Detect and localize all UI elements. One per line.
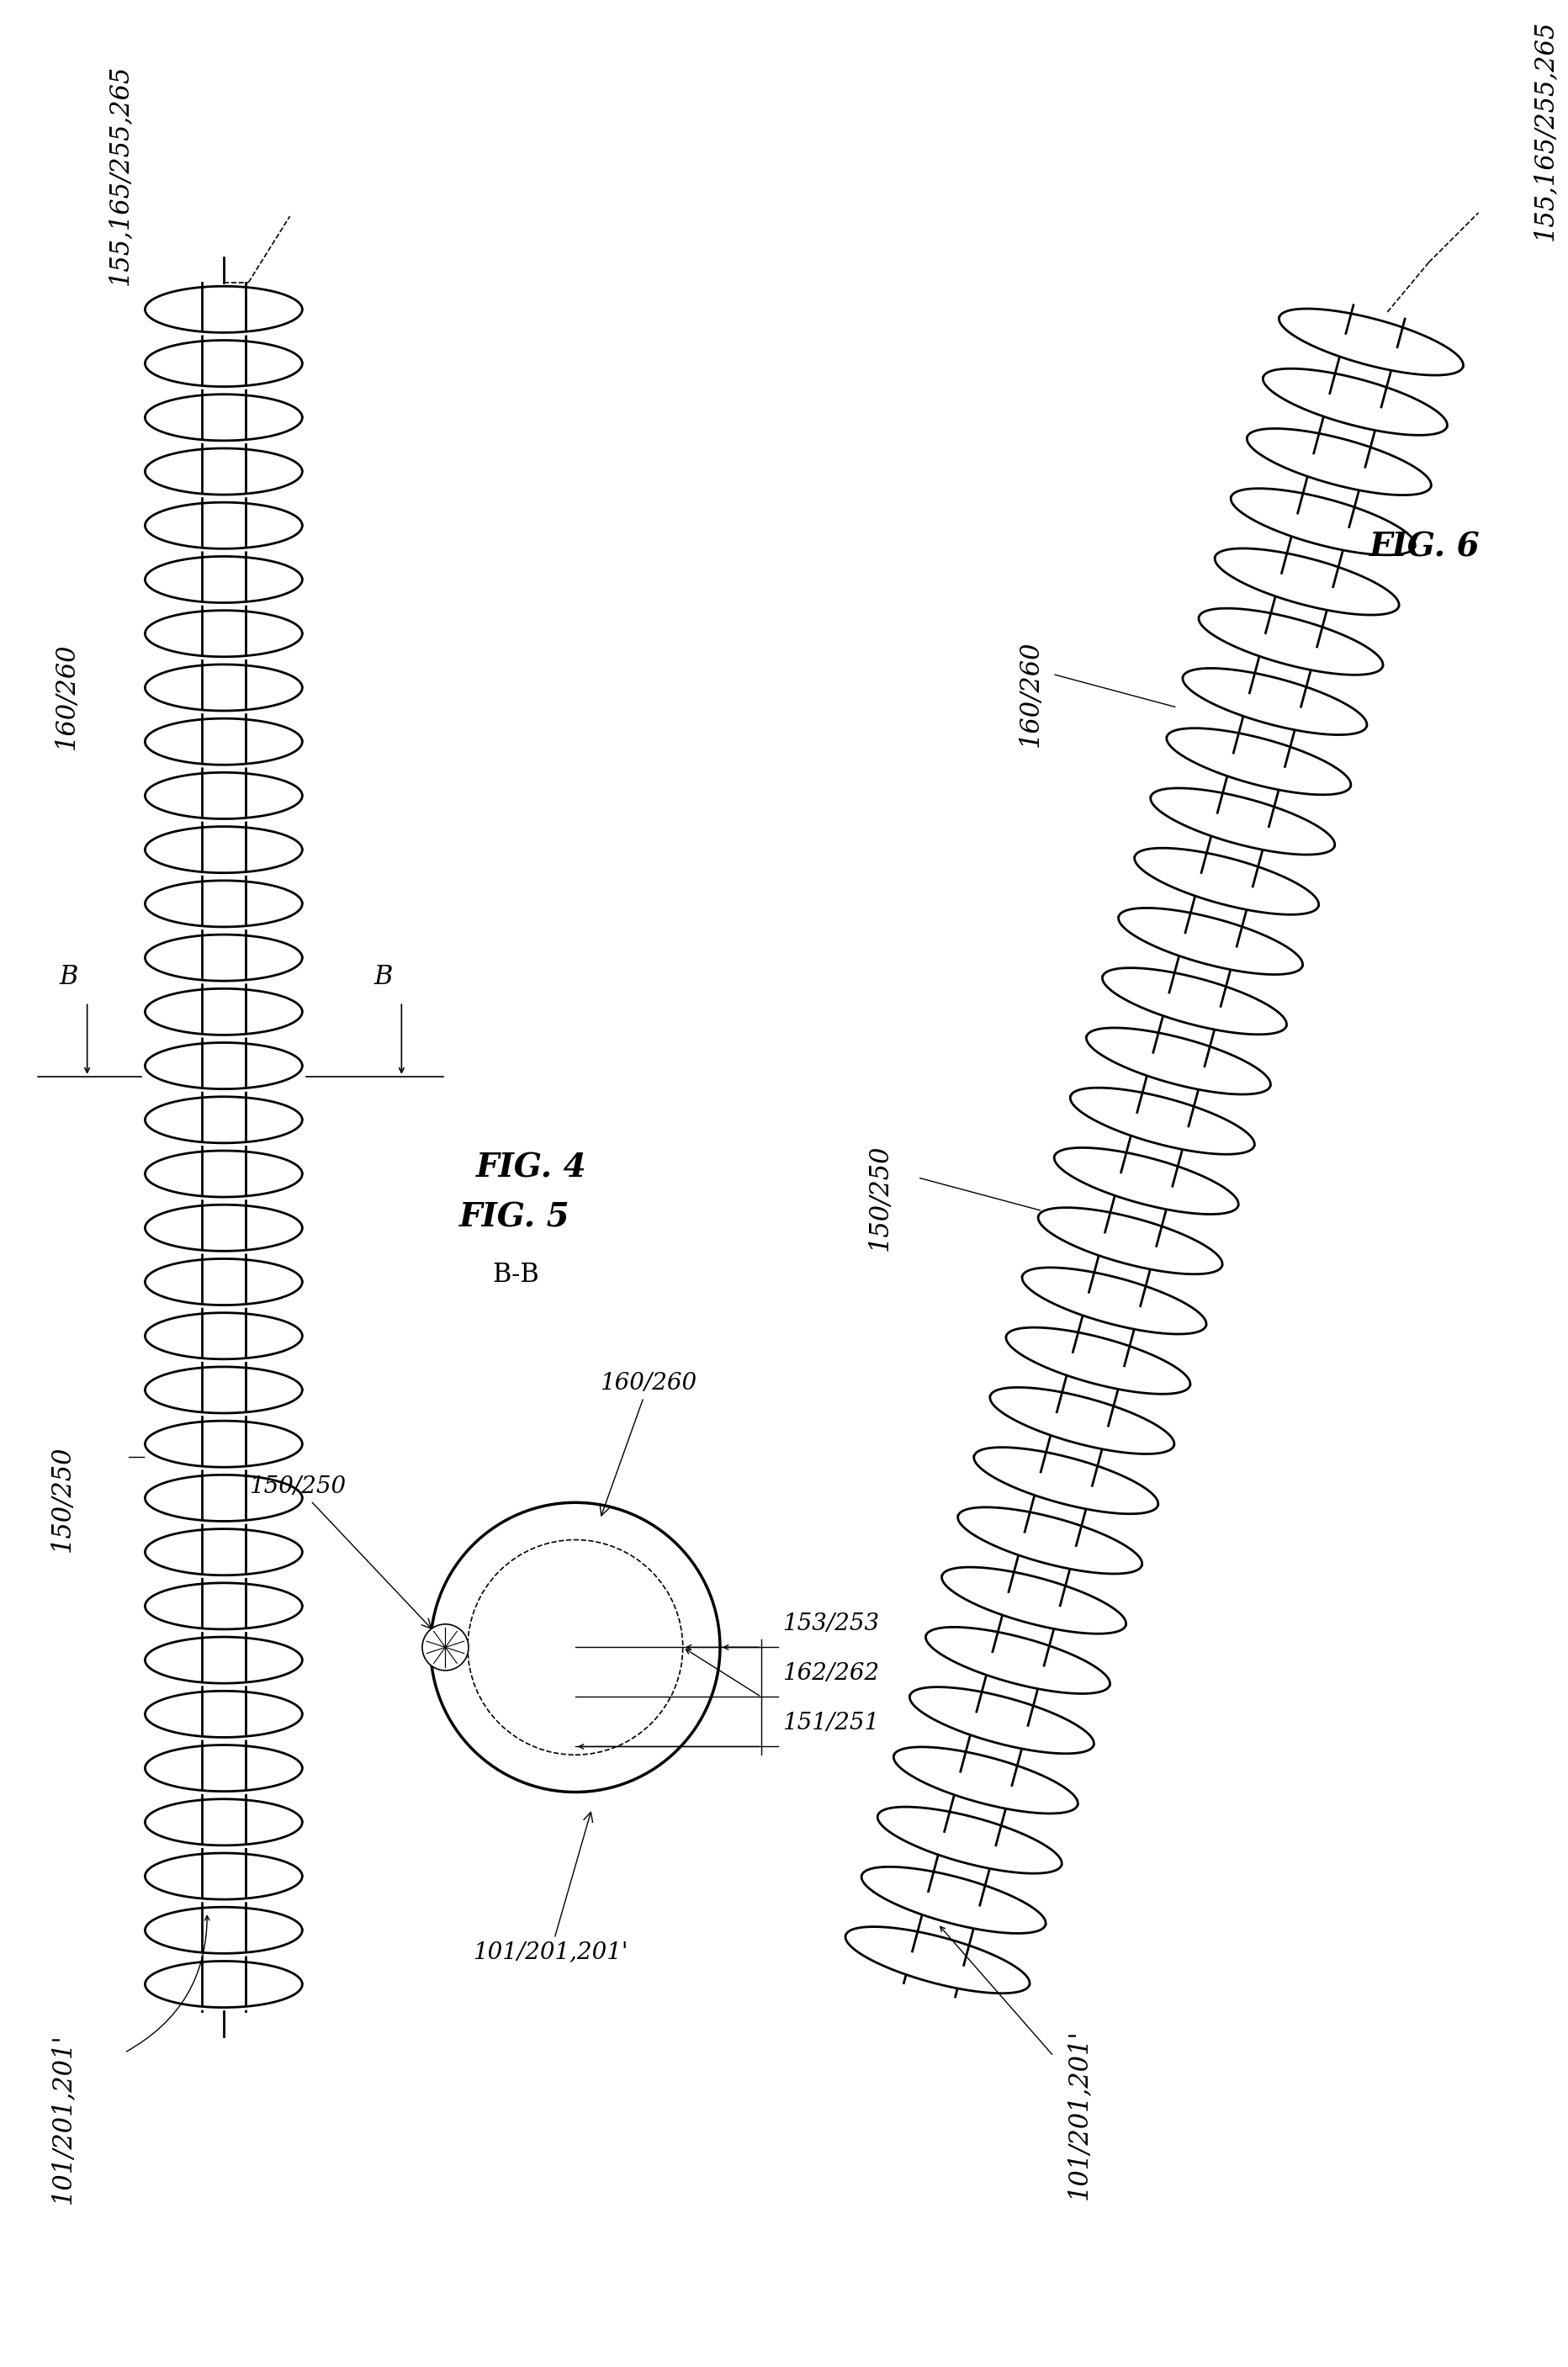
Polygon shape [1134,857,1317,914]
Polygon shape [974,1456,1157,1515]
Text: 160/260: 160/260 [599,1373,696,1515]
Text: B: B [373,963,392,989]
Text: 150/250: 150/250 [49,1446,75,1553]
Polygon shape [1231,497,1414,554]
Polygon shape [1038,1217,1221,1273]
Polygon shape [909,1695,1093,1754]
Polygon shape [894,1756,1077,1813]
Text: 155,165/255,265: 155,165/255,265 [1530,19,1557,241]
Circle shape [422,1624,469,1671]
Polygon shape [861,1875,1044,1934]
Text: FIG. 5: FIG. 5 [459,1200,569,1233]
Text: B-B: B-B [492,1262,539,1288]
Polygon shape [1102,978,1286,1034]
Polygon shape [1214,556,1399,615]
Polygon shape [1262,376,1446,436]
Polygon shape [1247,438,1430,495]
Polygon shape [989,1397,1173,1453]
Polygon shape [877,1815,1062,1872]
Polygon shape [1022,1276,1206,1335]
Polygon shape [925,1636,1109,1695]
Text: FIG. 4: FIG. 4 [475,1150,586,1184]
Text: 101/201,201': 101/201,201' [49,2033,75,2204]
Polygon shape [958,1515,1142,1574]
Polygon shape [1069,1096,1253,1155]
Text: 101/201,201': 101/201,201' [1065,2029,1091,2199]
Text: 150/250: 150/250 [249,1475,431,1628]
Text: 160/260: 160/260 [1018,641,1044,748]
Polygon shape [1167,736,1350,795]
Text: FIG. 6: FIG. 6 [1369,530,1479,563]
Polygon shape [1118,916,1301,975]
Polygon shape [1005,1335,1190,1394]
Polygon shape [1182,677,1366,734]
Text: 153/253: 153/253 [782,1612,878,1636]
Polygon shape [845,1936,1029,1993]
Text: B: B [60,963,78,989]
Text: 151/251: 151/251 [782,1711,878,1735]
Text: 160/260: 160/260 [53,644,80,750]
Text: 162/262: 162/262 [782,1662,878,1685]
Polygon shape [1054,1157,1237,1214]
Text: 101/201,201': 101/201,201' [472,1813,627,1965]
Polygon shape [1278,317,1463,376]
Polygon shape [941,1576,1126,1633]
Text: 150/250: 150/250 [867,1143,892,1250]
Text: 155,165/255,265: 155,165/255,265 [107,64,133,284]
Polygon shape [1149,798,1334,854]
Polygon shape [1198,618,1381,675]
Polygon shape [1085,1037,1270,1094]
